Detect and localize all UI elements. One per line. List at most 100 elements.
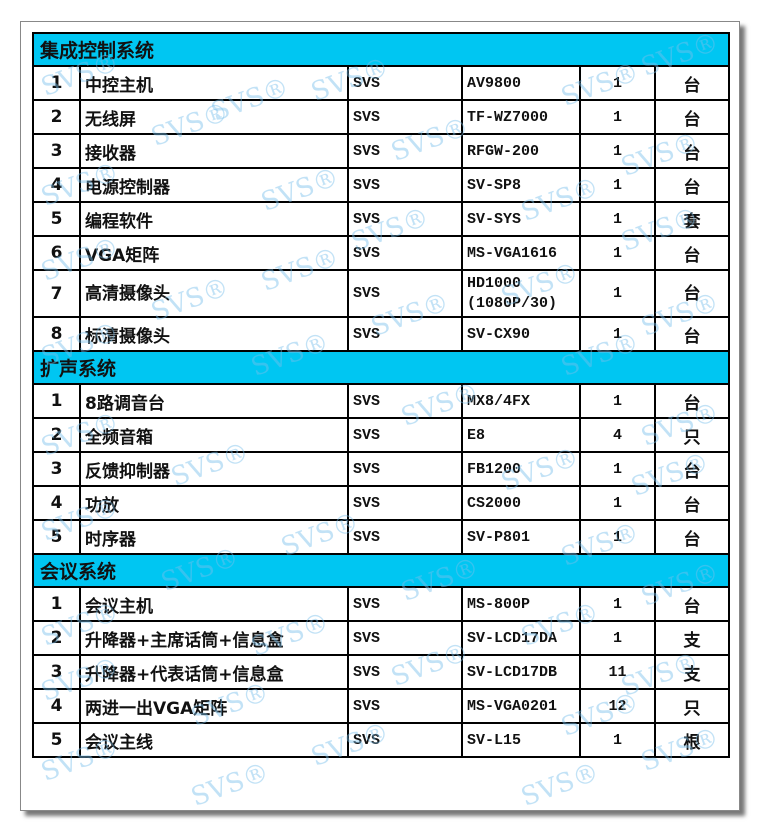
- model: SV-P801: [461, 519, 581, 555]
- row-number: 4: [32, 688, 81, 724]
- quantity: 1: [579, 316, 656, 352]
- item-name: VGA矩阵: [79, 235, 349, 271]
- equipment-table: 集成控制系统 1 中控主机 SVS AV9800 1 台 2 无线屏 SVS T…: [31, 32, 731, 758]
- row-number: 1: [32, 586, 81, 622]
- section-title: 扩声系统: [31, 350, 731, 385]
- row-number: 2: [32, 620, 81, 656]
- section-title: 会议系统: [31, 553, 731, 588]
- quantity: 12: [579, 688, 656, 724]
- item-name: 无线屏: [79, 99, 349, 135]
- model: SV-LCD17DB: [461, 654, 581, 690]
- item-name: 编程软件: [79, 201, 349, 237]
- model: MS-VGA1616: [461, 235, 581, 271]
- table-row: 3 接收器 SVS RFGW-200 1 台: [32, 133, 731, 169]
- model-line-2: (1080P/30): [467, 294, 558, 312]
- section-header: 扩声系统: [31, 350, 731, 385]
- item-name: 标清摄像头: [79, 316, 349, 352]
- unit: 台: [653, 235, 731, 271]
- unit: 支: [653, 620, 731, 656]
- model: SV-SP8: [461, 167, 581, 203]
- unit: 台: [653, 485, 731, 521]
- table-row: 6 VGA矩阵 SVS MS-VGA1616 1 台: [32, 235, 731, 271]
- brand: SVS: [347, 586, 463, 622]
- row-number: 4: [32, 167, 81, 203]
- item-name: 高清摄像头: [79, 269, 349, 318]
- item-name: 两进一出VGA矩阵: [79, 688, 349, 724]
- row-number: 1: [32, 383, 81, 419]
- item-name: 升降器+代表话筒+信息盒: [79, 654, 349, 690]
- row-number: 1: [32, 65, 81, 101]
- unit: 台: [653, 167, 731, 203]
- unit: 只: [653, 688, 731, 724]
- model: CS2000: [461, 485, 581, 521]
- section-title: 集成控制系统: [31, 32, 731, 67]
- model: SV-SYS: [461, 201, 581, 237]
- quantity: 1: [579, 383, 656, 419]
- model: FB1200: [461, 451, 581, 487]
- unit: 只: [653, 417, 731, 453]
- brand: SVS: [347, 451, 463, 487]
- quantity: 1: [579, 519, 656, 555]
- model: AV9800: [461, 65, 581, 101]
- unit: 台: [653, 99, 731, 135]
- model: MS-800P: [461, 586, 581, 622]
- table-row: 1 8路调音台 SVS MX8/4FX 1 台: [32, 383, 731, 419]
- quantity: 1: [579, 722, 656, 758]
- brand: SVS: [347, 133, 463, 169]
- quantity: 1: [579, 201, 656, 237]
- model: TF-WZ7000: [461, 99, 581, 135]
- quantity: 1: [579, 99, 656, 135]
- brand: SVS: [347, 316, 463, 352]
- brand: SVS: [347, 201, 463, 237]
- quantity: 1: [579, 451, 656, 487]
- table-row: 5 时序器 SVS SV-P801 1 台: [32, 519, 731, 555]
- row-number: 3: [32, 133, 81, 169]
- model: RFGW-200: [461, 133, 581, 169]
- brand: SVS: [347, 269, 463, 318]
- quantity: 1: [579, 235, 656, 271]
- model: E8: [461, 417, 581, 453]
- table-row: 2 全频音箱 SVS E8 4 只: [32, 417, 731, 453]
- brand: SVS: [347, 654, 463, 690]
- unit: 台: [653, 383, 731, 419]
- unit: 台: [653, 519, 731, 555]
- item-name: 中控主机: [79, 65, 349, 101]
- brand: SVS: [347, 167, 463, 203]
- row-number: 6: [32, 235, 81, 271]
- model-line-1: HD1000: [467, 274, 522, 292]
- model: SV-L15: [461, 722, 581, 758]
- item-name: 升降器+主席话筒+信息盒: [79, 620, 349, 656]
- row-number: 5: [32, 722, 81, 758]
- row-number: 7: [32, 269, 81, 318]
- brand: SVS: [347, 620, 463, 656]
- table-row: 4 电源控制器 SVS SV-SP8 1 台: [32, 167, 731, 203]
- brand: SVS: [347, 722, 463, 758]
- item-name: 会议主机: [79, 586, 349, 622]
- unit: 根: [653, 722, 731, 758]
- unit: 台: [653, 133, 731, 169]
- unit: 台: [653, 316, 731, 352]
- table-row: 1 会议主机 SVS MS-800P 1 台: [32, 586, 731, 622]
- brand: SVS: [347, 383, 463, 419]
- brand: SVS: [347, 65, 463, 101]
- item-name: 功放: [79, 485, 349, 521]
- model: MS-VGA0201: [461, 688, 581, 724]
- quantity: 1: [579, 167, 656, 203]
- brand: SVS: [347, 688, 463, 724]
- brand: SVS: [347, 235, 463, 271]
- table-row: 3 升降器+代表话筒+信息盒 SVS SV-LCD17DB 11 支: [32, 654, 731, 690]
- quantity: 4: [579, 417, 656, 453]
- model: SV-CX90: [461, 316, 581, 352]
- item-name: 全频音箱: [79, 417, 349, 453]
- quantity: 1: [579, 586, 656, 622]
- row-number: 3: [32, 654, 81, 690]
- quantity: 1: [579, 65, 656, 101]
- quantity: 1: [579, 485, 656, 521]
- table-row: 4 功放 SVS CS2000 1 台: [32, 485, 731, 521]
- unit: 台: [653, 65, 731, 101]
- item-name: 会议主线: [79, 722, 349, 758]
- section-header: 会议系统: [31, 553, 731, 588]
- row-number: 2: [32, 417, 81, 453]
- unit: 套: [653, 201, 731, 237]
- model: MX8/4FX: [461, 383, 581, 419]
